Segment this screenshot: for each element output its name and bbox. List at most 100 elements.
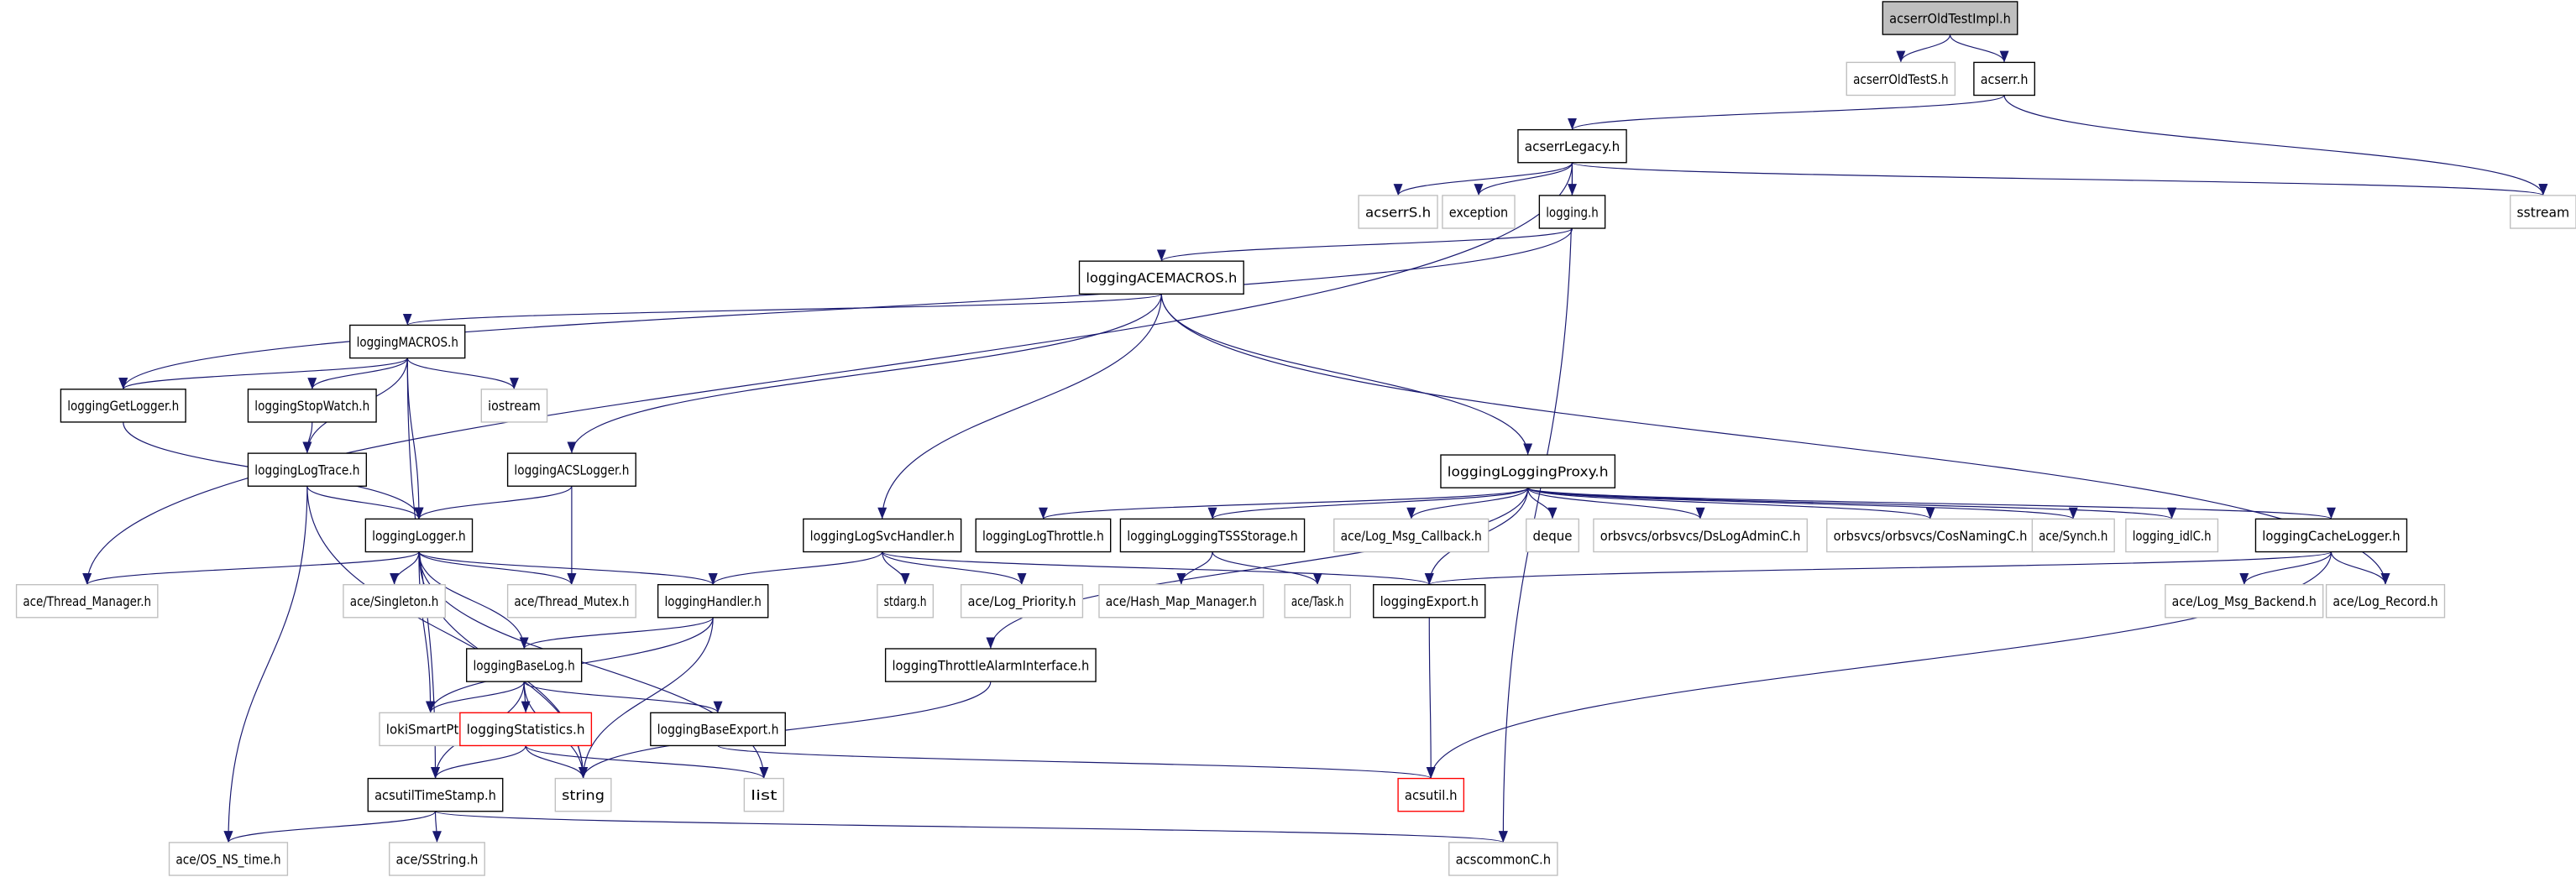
edge-LogTrace-to-Logger bbox=[306, 486, 424, 519]
node-label: ace/Log_Priority.h bbox=[967, 593, 1076, 610]
node-TimeStamp[interactable]: acsutilTimeStamp.h bbox=[367, 777, 504, 812]
node-LoggingProxy[interactable]: loggingLoggingProxy.h bbox=[1440, 454, 1616, 488]
node-box bbox=[1442, 195, 1516, 229]
node-DsLogAdminC[interactable]: orbsvcs/orbsvcs/DsLogAdminC.h bbox=[1593, 518, 1808, 553]
node-Logger[interactable]: loggingLogger.h bbox=[364, 518, 474, 553]
node-label: loggingGetLogger.h bbox=[67, 398, 179, 414]
node-box bbox=[1333, 518, 1490, 553]
node-box bbox=[1973, 61, 2035, 97]
node-root[interactable]: acserrOldTestImpl.h bbox=[1882, 1, 2018, 35]
node-box bbox=[2510, 195, 2576, 229]
node-CosNamingC[interactable]: orbsvcs/orbsvcs/CosNamingC.h bbox=[1826, 518, 2034, 553]
edge-TimeStamp-to-acscommonC bbox=[434, 811, 1507, 843]
edge-ACEMACROS-to-LogSvcHandler bbox=[877, 294, 1162, 519]
node-Export[interactable]: loggingExport.h bbox=[1373, 583, 1486, 619]
node-box bbox=[1284, 583, 1352, 619]
node-sstream[interactable]: sstream bbox=[2510, 195, 2576, 229]
node-label: loggingLogThrottle.h bbox=[982, 528, 1104, 544]
node-StopWatch[interactable]: loggingStopWatch.h bbox=[247, 389, 377, 423]
node-LogRecord[interactable]: ace/Log_Record.h bbox=[2325, 583, 2446, 619]
node-acserrLegacy[interactable]: acserrLegacy.h bbox=[1517, 128, 1627, 164]
node-ThreadMutex[interactable]: ace/Thread_Mutex.h bbox=[506, 583, 636, 619]
node-box bbox=[459, 712, 593, 747]
node-acserrOldTestS[interactable]: acserrOldTestS.h bbox=[1846, 61, 1956, 97]
edge-ACEMACROS-to-ACSLogger bbox=[567, 294, 1162, 454]
node-Statistics[interactable]: loggingStatistics.h bbox=[459, 712, 593, 747]
node-label: loggingLogSvcHandler.h bbox=[810, 528, 955, 544]
node-LogThrottle[interactable]: loggingLogThrottle.h bbox=[975, 518, 1112, 553]
edge-ACSLogger-to-Logger bbox=[414, 485, 573, 519]
node-box bbox=[1526, 518, 1580, 553]
node-label: loggingMACROS.h bbox=[357, 334, 458, 350]
edge-LoggingProxy-to-deque bbox=[1527, 488, 1558, 519]
node-idlC[interactable]: logging_idlC.h bbox=[2125, 518, 2219, 553]
node-BaseLog[interactable]: loggingBaseLog.h bbox=[465, 648, 583, 682]
node-deque[interactable]: deque bbox=[1526, 518, 1580, 553]
node-acserr[interactable]: acserr.h bbox=[1973, 61, 2035, 97]
node-ThreadManager[interactable]: ace/Thread_Manager.h bbox=[15, 583, 159, 619]
edge-LoggingProxy-to-ThrottleAlarm bbox=[986, 488, 1529, 649]
node-label: iostream bbox=[488, 398, 541, 414]
edge-LogSvcHandler-to-stdarg bbox=[882, 551, 910, 585]
node-exception[interactable]: exception bbox=[1442, 195, 1516, 229]
node-box bbox=[975, 518, 1112, 553]
node-label: loggingACEMACROS.h bbox=[1086, 270, 1237, 286]
edge-logging-to-ACEMACROS bbox=[1157, 227, 1573, 262]
node-CacheLogger[interactable]: loggingCacheLogger.h bbox=[2254, 518, 2408, 553]
edge-acserr-to-sstream bbox=[2003, 95, 2548, 196]
node-acserrS[interactable]: acserrS.h bbox=[1358, 195, 1438, 229]
node-label: loggingLogTrace.h bbox=[254, 462, 359, 478]
node-LogMsgCallback[interactable]: ace/Log_Msg_Callback.h bbox=[1333, 518, 1490, 553]
node-Synch[interactable]: ace/Synch.h bbox=[2031, 518, 2115, 553]
edge-Handler-to-string bbox=[579, 617, 714, 779]
edge-TimeStamp-to-SString bbox=[432, 811, 442, 843]
node-label: lokiSmartPtr.h bbox=[386, 722, 475, 738]
node-box bbox=[884, 648, 1097, 682]
node-LogSvcHandler[interactable]: loggingLogSvcHandler.h bbox=[803, 518, 962, 553]
node-Singleton[interactable]: ace/Singleton.h bbox=[343, 583, 446, 619]
node-label: loggingStopWatch.h bbox=[254, 398, 369, 414]
node-label: list bbox=[751, 787, 777, 803]
node-box bbox=[247, 452, 368, 487]
node-box bbox=[349, 324, 466, 359]
node-LogMsgBackend[interactable]: ace/Log_Msg_Backend.h bbox=[2165, 583, 2324, 619]
edge-Handler-to-BaseLog bbox=[519, 617, 714, 650]
node-Handler[interactable]: loggingHandler.h bbox=[657, 583, 769, 619]
node-ACSLogger[interactable]: loggingACSLogger.h bbox=[506, 452, 636, 487]
node-label: ace/Log_Msg_Callback.h bbox=[1341, 528, 1482, 545]
node-ThrottleAlarm[interactable]: loggingThrottleAlarmInterface.h bbox=[884, 648, 1097, 682]
node-ACEMACROS[interactable]: loggingACEMACROS.h bbox=[1078, 260, 1244, 295]
node-list[interactable]: list bbox=[743, 777, 784, 812]
node-label: loggingStatistics.h bbox=[467, 722, 585, 738]
node-label: sstream bbox=[2517, 204, 2570, 220]
edge-LoggingProxy-to-CosNamingC bbox=[1527, 487, 1935, 519]
node-box bbox=[1538, 195, 1606, 229]
edge-LoggingProxy-to-Synch bbox=[1527, 487, 2078, 519]
edge-TimeStamp-to-OSNStime bbox=[223, 811, 437, 843]
node-iostream[interactable]: iostream bbox=[480, 389, 548, 423]
node-stdarg[interactable]: stdarg.h bbox=[877, 583, 935, 619]
node-box bbox=[465, 648, 583, 682]
node-logging[interactable]: logging.h bbox=[1538, 195, 1606, 229]
node-label: loggingHandler.h bbox=[664, 593, 761, 609]
node-string[interactable]: string bbox=[554, 777, 612, 812]
node-Task[interactable]: ace/Task.h bbox=[1284, 583, 1352, 619]
node-GetLogger[interactable]: loggingGetLogger.h bbox=[60, 389, 186, 423]
edge-Logger-to-loki bbox=[418, 551, 436, 713]
node-acscommonC[interactable]: acscommonC.h bbox=[1448, 842, 1558, 876]
node-OSNStime[interactable]: ace/OS_NS_time.h bbox=[168, 842, 289, 876]
edge-acserrLegacy-to-acserrS bbox=[1393, 162, 1573, 196]
node-HashMap[interactable]: ace/Hash_Map_Manager.h bbox=[1098, 583, 1264, 619]
node-acsutil[interactable]: acsutil.h bbox=[1397, 777, 1465, 812]
node-MACROS[interactable]: loggingMACROS.h bbox=[349, 324, 466, 359]
node-LogPriority[interactable]: ace/Log_Priority.h bbox=[960, 583, 1084, 619]
edge-ThrottleAlarm-to-string bbox=[579, 681, 992, 779]
node-LogTrace[interactable]: loggingLogTrace.h bbox=[247, 452, 368, 487]
edge-Logger-to-ThreadManager bbox=[82, 551, 420, 586]
node-SString[interactable]: ace/SString.h bbox=[389, 842, 485, 876]
node-label: ace/Thread_Manager.h bbox=[23, 593, 151, 610]
node-label: loggingCacheLogger.h bbox=[2262, 528, 2400, 544]
node-TSSStorage[interactable]: loggingLoggingTSSStorage.h bbox=[1119, 518, 1306, 553]
node-BaseExport[interactable]: loggingBaseExport.h bbox=[650, 712, 786, 747]
